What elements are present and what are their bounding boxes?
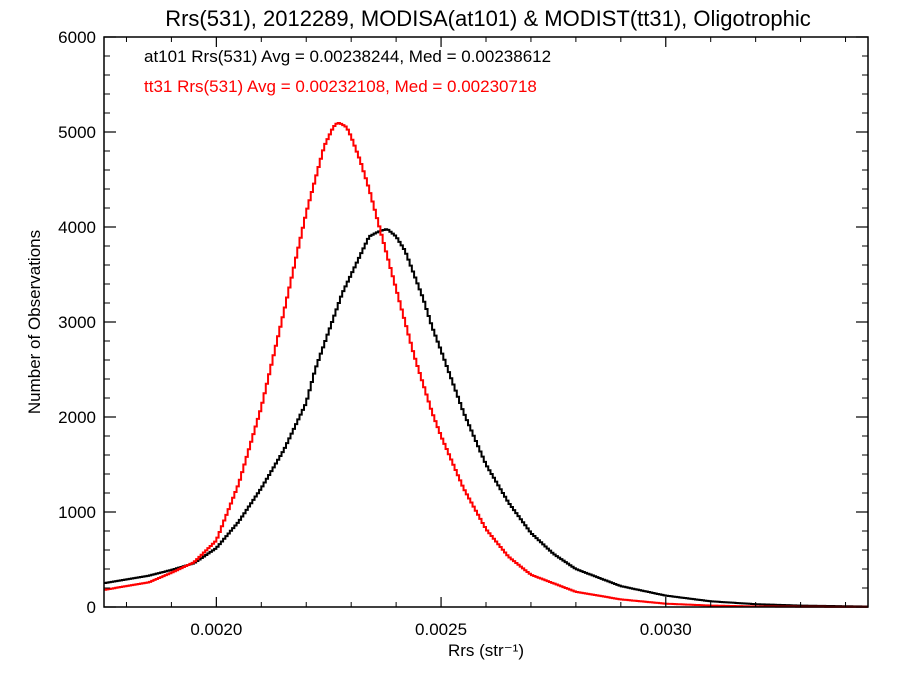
legend-entry-at101: at101 Rrs(531) Avg = 0.00238244, Med = 0… (144, 47, 551, 66)
y-tick-label: 0 (87, 598, 96, 617)
y-tick-label: 2000 (58, 408, 96, 427)
y-axis-ticks: 0 1000 2000 3000 4000 5000 6000 (58, 28, 868, 617)
x-axis-label: Rrs (str⁻¹) (448, 641, 524, 660)
x-tick-label: 0.0025 (415, 620, 467, 639)
y-tick-label: 3000 (58, 313, 96, 332)
tt31-series-line (104, 121, 868, 608)
x-axis-ticks: 0.0020 0.0025 0.0030 (125, 37, 847, 639)
plot-series (104, 121, 868, 608)
x-tick-label: 0.0030 (640, 620, 692, 639)
at101-series-line (104, 228, 868, 608)
y-tick-label: 1000 (58, 503, 96, 522)
plot-frame (103, 36, 869, 608)
y-axis-label: Number of Observations (25, 230, 44, 414)
chart-title: Rrs(531), 2012289, MODISA(at101) & MODIS… (165, 6, 811, 31)
y-tick-label: 6000 (58, 28, 96, 47)
y-tick-label: 5000 (58, 123, 96, 142)
legend-entry-tt31: tt31 Rrs(531) Avg = 0.00232108, Med = 0.… (144, 77, 537, 96)
y-tick-label: 4000 (58, 218, 96, 237)
x-tick-label: 0.0020 (190, 620, 242, 639)
